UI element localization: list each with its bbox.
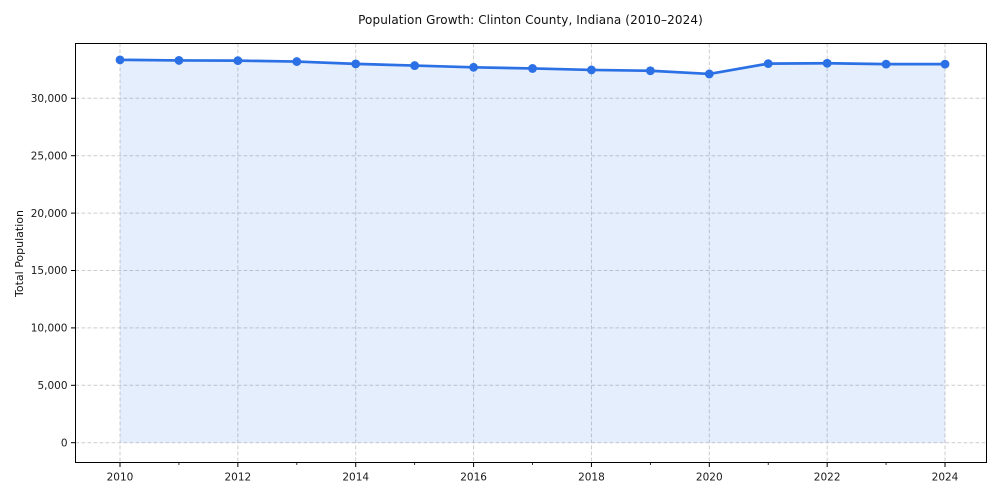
y-tick-label: 5,000 — [37, 380, 67, 392]
y-tick-label: 0 — [61, 437, 68, 449]
data-point-2017 — [528, 64, 537, 73]
data-point-2020 — [704, 69, 714, 79]
data-point-2014 — [351, 59, 361, 69]
x-tick-label: 2024 — [932, 472, 959, 484]
x-tick-label: 2012 — [224, 472, 251, 484]
data-point-2021 — [763, 59, 773, 69]
x-tick-label: 2022 — [814, 472, 841, 484]
data-point-2018 — [587, 65, 596, 75]
x-tick-label: 2016 — [460, 472, 487, 484]
y-axis-label: Total Population — [8, 43, 30, 463]
data-point-2022 — [822, 58, 832, 68]
data-point-2012 — [233, 56, 243, 66]
data-point-2013 — [292, 57, 302, 66]
x-tick-label: 2018 — [578, 472, 605, 484]
chart-title: Population Growth: Clinton County, India… — [358, 13, 703, 27]
data-point-2011 — [174, 56, 184, 65]
y-tick-label: 25,000 — [31, 150, 68, 162]
data-point-2019 — [645, 66, 655, 76]
y-axis-label-text: Total Population — [12, 209, 26, 297]
data-point-2016 — [469, 62, 478, 72]
y-tick-label: 20,000 — [31, 208, 68, 220]
plot-border — [75, 43, 987, 463]
x-tick-label: 2020 — [696, 472, 723, 484]
x-tick-label: 2014 — [342, 472, 369, 484]
data-point-2010 — [115, 55, 125, 65]
y-tick-label: 15,000 — [31, 265, 68, 277]
y-tick-label: 10,000 — [31, 323, 68, 335]
data-point-2024 — [940, 59, 950, 69]
y-tick-label: 30,000 — [31, 93, 68, 105]
x-tick-label: 2010 — [107, 472, 134, 484]
data-point-2023 — [881, 59, 891, 69]
area-fill — [120, 59, 946, 443]
data-point-2015 — [410, 61, 420, 70]
